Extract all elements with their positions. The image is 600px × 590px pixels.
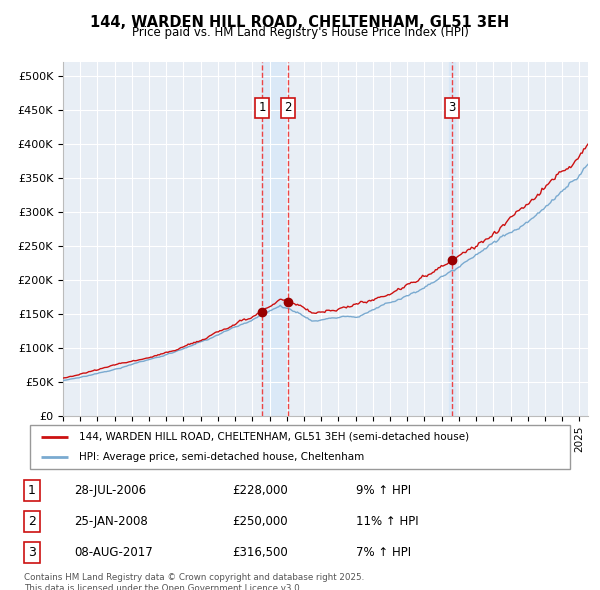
Text: 08-AUG-2017: 08-AUG-2017: [74, 546, 153, 559]
Text: 1: 1: [259, 101, 266, 114]
Text: 144, WARDEN HILL ROAD, CHELTENHAM, GL51 3EH (semi-detached house): 144, WARDEN HILL ROAD, CHELTENHAM, GL51 …: [79, 432, 469, 442]
Text: 28-JUL-2006: 28-JUL-2006: [74, 484, 146, 497]
Bar: [449, 62, 455, 416]
Text: 7% ↑ HPI: 7% ↑ HPI: [356, 546, 412, 559]
Text: 11% ↑ HPI: 11% ↑ HPI: [356, 515, 419, 528]
Text: £316,500: £316,500: [232, 546, 288, 559]
Text: 3: 3: [448, 101, 456, 114]
Bar: [262, 62, 288, 416]
Text: Contains HM Land Registry data © Crown copyright and database right 2025.
This d: Contains HM Land Registry data © Crown c…: [24, 573, 364, 590]
Text: 3: 3: [28, 546, 36, 559]
Text: 25-JAN-2008: 25-JAN-2008: [74, 515, 148, 528]
Text: 2: 2: [28, 515, 36, 528]
Text: £250,000: £250,000: [232, 515, 288, 528]
Text: HPI: Average price, semi-detached house, Cheltenham: HPI: Average price, semi-detached house,…: [79, 452, 364, 462]
FancyBboxPatch shape: [30, 425, 570, 469]
Text: £228,000: £228,000: [232, 484, 288, 497]
Text: 2: 2: [284, 101, 292, 114]
Text: Price paid vs. HM Land Registry's House Price Index (HPI): Price paid vs. HM Land Registry's House …: [131, 26, 469, 39]
Text: 9% ↑ HPI: 9% ↑ HPI: [356, 484, 412, 497]
Text: 144, WARDEN HILL ROAD, CHELTENHAM, GL51 3EH: 144, WARDEN HILL ROAD, CHELTENHAM, GL51 …: [91, 15, 509, 30]
Text: 1: 1: [28, 484, 36, 497]
